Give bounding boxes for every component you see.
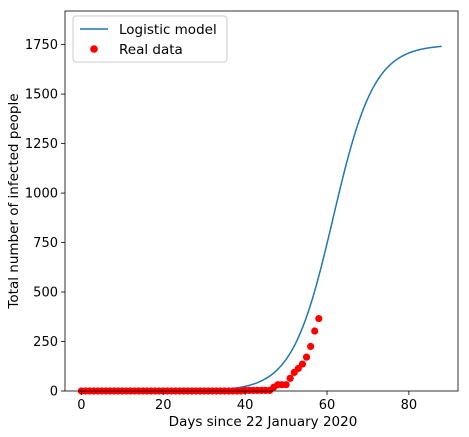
x-axis: 0 20 40 60 80	[77, 391, 417, 413]
data-point	[282, 381, 290, 389]
y-axis-label: Total number of infected people	[6, 93, 22, 309]
plot-frame	[64, 10, 459, 392]
plot-area	[77, 45, 442, 395]
x-tick-label: 20	[155, 398, 172, 413]
data-point	[311, 327, 319, 335]
data-point	[302, 353, 311, 361]
y-tick-label: 250	[33, 335, 58, 350]
legend-box	[72, 15, 228, 63]
data-point	[298, 360, 307, 368]
y-tick-label: 1250	[25, 137, 58, 152]
x-axis-label: Days since 22 January 2020	[169, 414, 358, 430]
legend-data-label: Real data	[119, 42, 183, 58]
x-tick-label: 40	[237, 398, 254, 413]
y-tick-label: 1000	[25, 187, 58, 202]
legend-model-label: Logistic model	[119, 22, 217, 38]
x-tick-label: 0	[77, 398, 85, 413]
x-tick-label: 60	[319, 398, 336, 413]
legend: Logistic model Real data	[72, 15, 228, 63]
y-tick-label: 750	[33, 236, 58, 251]
y-axis: 0 250 500 750 1000 1250 1500 1750	[25, 38, 65, 400]
x-tick-label: 80	[401, 398, 418, 413]
logistic-model-line	[81, 45, 442, 392]
data-point	[286, 374, 294, 382]
legend-data-swatch	[90, 45, 98, 53]
data-point	[315, 314, 323, 323]
y-tick-label: 1750	[25, 38, 58, 53]
y-tick-label: 500	[33, 286, 58, 301]
y-tick-label: 0	[50, 385, 58, 400]
y-tick-label: 1500	[25, 88, 58, 103]
data-point	[307, 342, 315, 351]
